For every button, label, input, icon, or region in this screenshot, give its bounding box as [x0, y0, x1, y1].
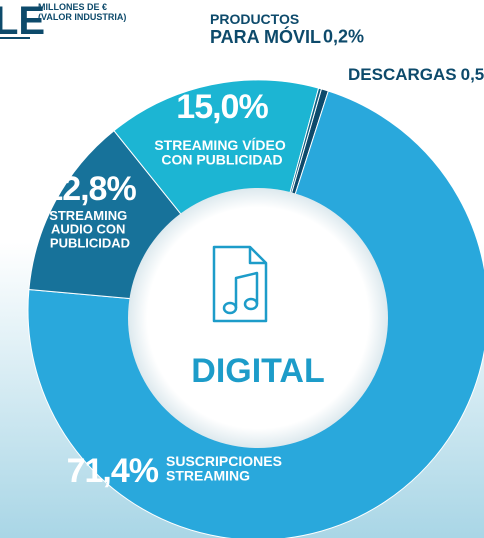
category-label-line: DESCARGAS: [348, 65, 457, 84]
category-label-line: STREAMING: [166, 468, 250, 484]
header-subtitle: MILLONES DE €: [38, 2, 107, 12]
category-label-line: PARA MÓVIL: [210, 26, 321, 47]
category-label: PRODUCTOS PARA MÓVIL: [210, 11, 321, 47]
value-label: 15,0%: [176, 88, 268, 126]
category-label: SUSCRIPCIONES STREAMING: [166, 453, 286, 484]
category-label: STREAMING VÍDEO CON PUBLICIDAD: [154, 137, 289, 168]
value-label: 0,2%: [323, 27, 364, 47]
header-subtitle: (VALOR INDUSTRIA): [38, 12, 126, 22]
category-label-line: STREAMING: [49, 208, 131, 223]
value-label: 12,8%: [44, 170, 136, 208]
category-label-line: STREAMING VÍDEO: [154, 137, 289, 153]
category-label: DESCARGAS: [348, 65, 457, 84]
header-title: LE: [0, 0, 45, 43]
category-label-line: SUSCRIPCIONES: [166, 453, 286, 469]
music-file-icon: [212, 245, 268, 323]
category-label-line: CON PUBLICIDAD: [161, 152, 282, 168]
center-label: DIGITAL: [191, 352, 324, 390]
donut-hole: [128, 188, 388, 448]
category-label-line: PUBLICIDAD: [50, 235, 130, 250]
value-label: 71,4%: [67, 452, 159, 490]
value-label: 0,5%: [461, 65, 484, 84]
category-label-line: AUDIO CON: [51, 222, 129, 237]
category-label-line: PRODUCTOS: [210, 11, 303, 27]
category-label: STREAMING AUDIO CON PUBLICIDAD: [49, 208, 131, 250]
